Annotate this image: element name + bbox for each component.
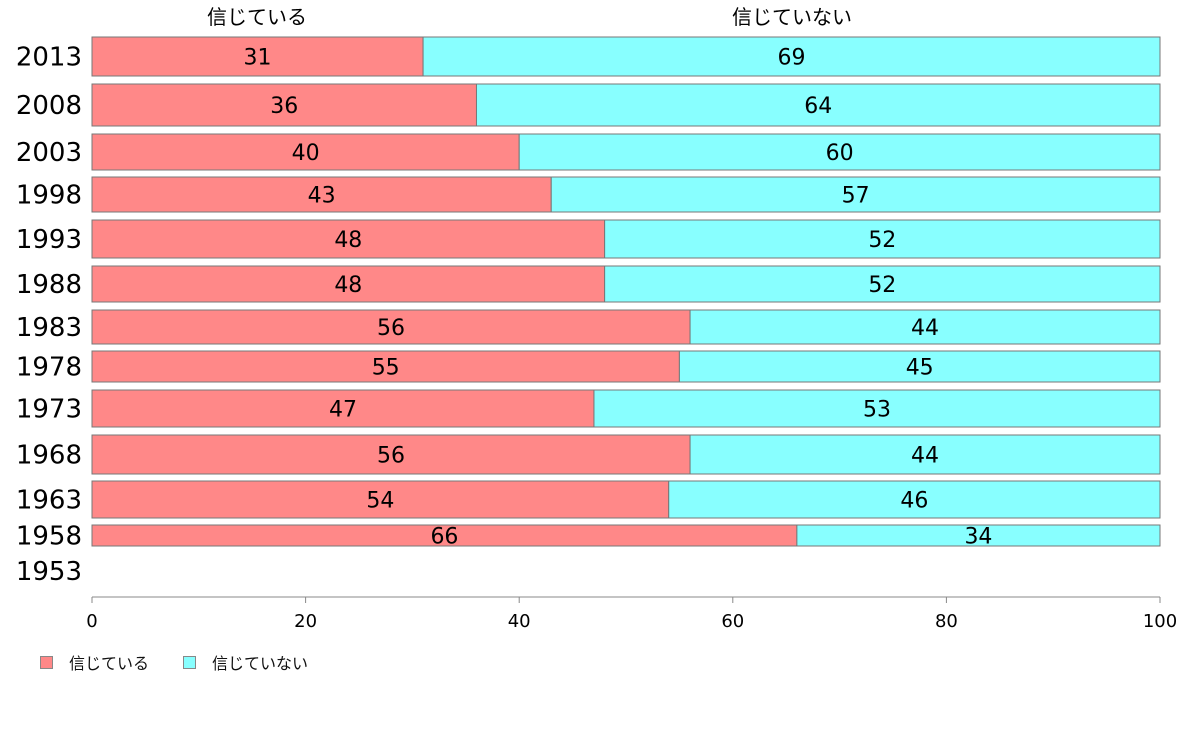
bar-value-label: 64 (804, 94, 832, 119)
y-tick-label: 1973 (16, 395, 82, 425)
bar-value-label: 48 (334, 273, 362, 298)
bar-believe (91, 133, 520, 171)
bar-value-label: 66 (430, 525, 458, 550)
y-tick-label: 1953 (16, 557, 82, 587)
bar-value-label: 57 (842, 184, 870, 209)
bar-not-believe (604, 265, 1161, 303)
bar-row-2003: 2003 40 60 (16, 133, 1161, 171)
bar-value-label: 52 (868, 228, 896, 253)
y-tick-label: 1993 (16, 225, 82, 255)
legend-item-believe: 信じている (40, 650, 149, 674)
y-tick-label: 1968 (16, 441, 82, 471)
x-tick-label: 80 (935, 611, 958, 632)
y-tick-label: 1988 (16, 270, 82, 300)
y-tick-label: 2003 (16, 138, 82, 168)
legend-item-not-believe: 信じていない (183, 650, 308, 674)
x-tick-label: 60 (721, 611, 744, 632)
bar-value-label: 31 (244, 46, 272, 71)
bar-not-believe (593, 389, 1161, 428)
bar-not-believe (422, 36, 1161, 77)
y-tick-label: 1983 (16, 313, 82, 343)
y-tick-label: 1978 (16, 353, 82, 383)
bar-row-1973: 1973 47 53 (16, 389, 1161, 428)
column-header-not-believe: 信じていない (732, 5, 852, 29)
bar-row-2013: 2013 31 69 (16, 36, 1161, 77)
y-tick-label: 1963 (16, 486, 82, 516)
bar-value-label: 56 (377, 444, 405, 469)
bar-believe (91, 434, 691, 475)
bar-believe (91, 480, 670, 519)
bar-value-label: 47 (329, 398, 357, 423)
bar-not-believe (550, 176, 1161, 213)
bar-not-believe (689, 309, 1161, 345)
bar-value-label: 34 (964, 525, 992, 550)
bar-believe (91, 176, 552, 213)
bar-value-label: 55 (372, 356, 400, 381)
bar-value-label: 40 (292, 141, 320, 166)
column-header-believe: 信じている (207, 5, 307, 29)
bar-believe (91, 36, 424, 77)
bar-not-believe (796, 524, 1161, 547)
x-axis: 0 20 40 60 80 100 (86, 596, 1177, 632)
bar-value-label: 48 (334, 228, 362, 253)
legend-label-not-believe: 信じていない (212, 654, 309, 673)
bar-not-believe (668, 480, 1161, 519)
bar-value-label: 53 (863, 398, 891, 423)
x-tick-label: 40 (508, 611, 531, 632)
bar-not-believe (689, 434, 1161, 475)
bar-not-believe (475, 83, 1161, 127)
legend-swatch-not-believe (183, 655, 197, 669)
bar-value-label: 52 (868, 273, 896, 298)
bar-row-1953: 1953 (16, 557, 82, 587)
bar-row-1958: 1958 66 34 (16, 522, 1161, 552)
bar-value-label: 36 (270, 94, 298, 119)
legend: 信じている 信じていない (40, 650, 342, 674)
bar-value-label: 69 (778, 46, 806, 71)
bar-not-believe (678, 350, 1161, 383)
legend-swatch-believe (40, 655, 53, 669)
bar-value-label: 46 (900, 489, 928, 514)
y-tick-label: 1998 (16, 181, 82, 211)
y-tick-label: 2008 (16, 91, 82, 121)
bar-row-2008: 2008 36 64 (16, 83, 1161, 127)
bar-row-1978: 1978 55 45 (16, 350, 1161, 383)
bar-believe (91, 83, 477, 127)
x-tick-label: 100 (1143, 611, 1177, 632)
bar-row-1993: 1993 48 52 (16, 219, 1161, 259)
x-tick-label: 20 (294, 611, 317, 632)
bar-not-believe (518, 133, 1161, 171)
bar-value-label: 56 (377, 316, 405, 341)
legend-label-believe: 信じている (69, 654, 150, 673)
bar-believe (91, 219, 606, 259)
bar-value-label: 44 (911, 444, 939, 469)
bar-believe (91, 389, 595, 428)
y-tick-label: 1958 (16, 522, 82, 552)
column-headers: 信じている 信じていない (207, 5, 852, 29)
x-tick-label: 0 (86, 611, 97, 632)
bar-row-1998: 1998 43 57 (16, 176, 1161, 213)
bar-value-label: 60 (826, 141, 854, 166)
bar-value-label: 44 (911, 316, 939, 341)
y-tick-label: 2013 (16, 43, 82, 73)
bar-value-label: 54 (366, 489, 394, 514)
bar-row-1963: 1963 54 46 (16, 480, 1161, 519)
bar-rows: 2013 31 69 2008 36 64 2003 40 60 1998 43 57 1993 48 52… (16, 36, 1161, 587)
bar-believe (91, 309, 691, 345)
bar-not-believe (604, 219, 1161, 259)
bar-row-1968: 1968 56 44 (16, 434, 1161, 475)
bar-row-1988: 1988 48 52 (16, 265, 1161, 303)
bar-value-label: 43 (308, 184, 336, 209)
bar-row-1983: 1983 56 44 (16, 309, 1161, 345)
bar-value-label: 45 (906, 356, 934, 381)
